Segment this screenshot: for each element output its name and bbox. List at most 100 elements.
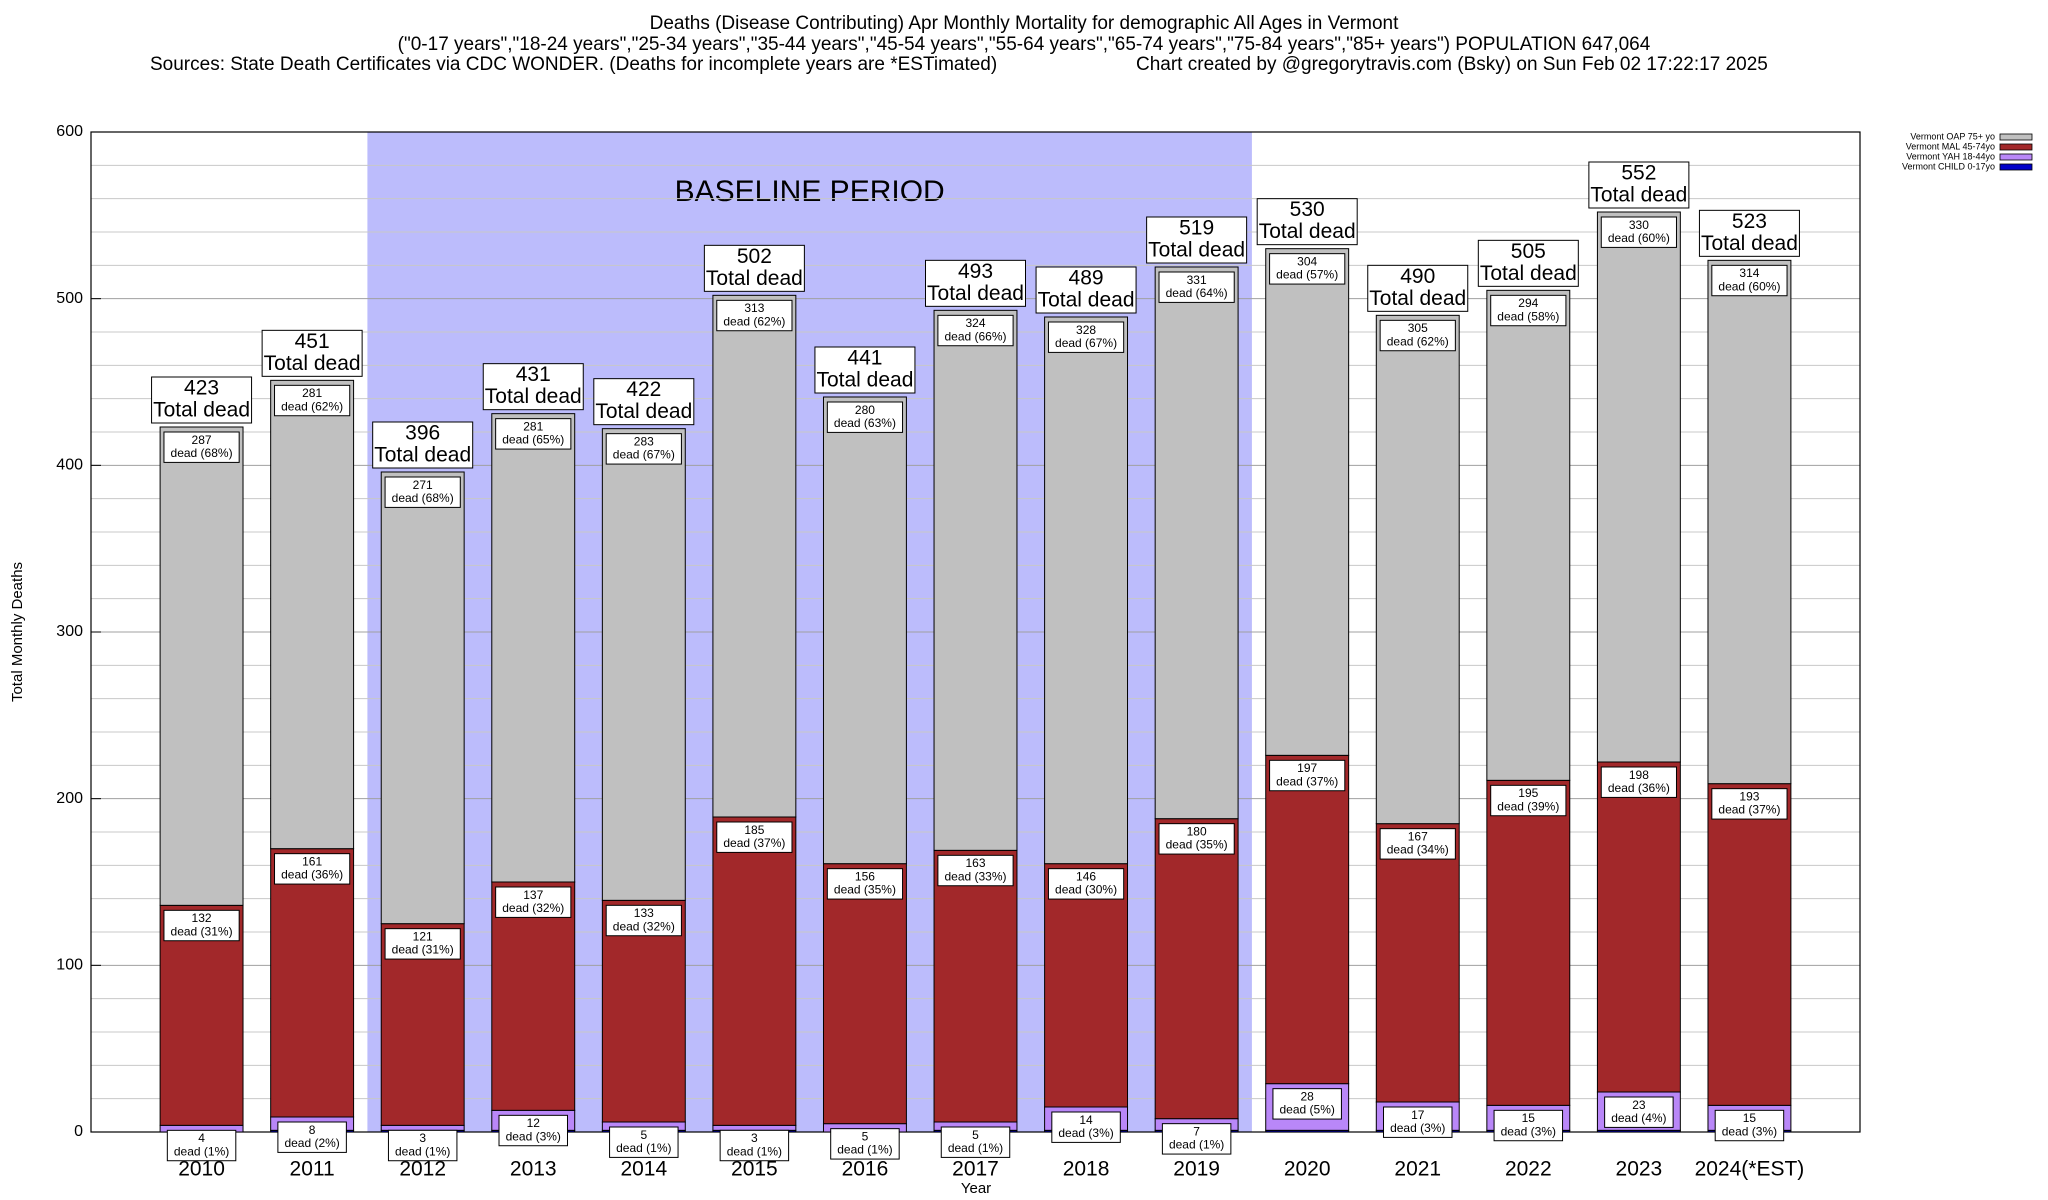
segment-label-text: dead (4%) bbox=[1611, 1111, 1666, 1125]
segment-label-text: 280 bbox=[855, 403, 875, 417]
segment-label-text: 3 bbox=[751, 1131, 758, 1145]
segment-label-text: 287 bbox=[192, 433, 212, 447]
segment-label-text: dead (68%) bbox=[392, 491, 454, 505]
segment-label-text: 330 bbox=[1629, 218, 1649, 232]
segment-label-text: 281 bbox=[302, 386, 322, 400]
segment-label-box bbox=[1490, 784, 1567, 817]
segment-label-text: 133 bbox=[634, 906, 654, 920]
total-value: 493 bbox=[958, 260, 993, 283]
segment-label-box bbox=[1269, 759, 1346, 792]
y-tick-label: 100 bbox=[56, 957, 83, 974]
total-text: Total dead bbox=[706, 267, 803, 290]
total-label-box bbox=[925, 259, 1026, 307]
bar-segment bbox=[491, 413, 576, 883]
segment-label-text: dead (1%) bbox=[948, 1141, 1003, 1155]
bar-segment bbox=[380, 1124, 465, 1131]
segment-label-box bbox=[1379, 828, 1456, 860]
total-label-box bbox=[703, 244, 805, 292]
total-text: Total dead bbox=[1590, 184, 1687, 207]
segment-label-text: 197 bbox=[1297, 761, 1317, 775]
segment-label-text: dead (35%) bbox=[1166, 838, 1228, 852]
total-value: 490 bbox=[1400, 265, 1435, 288]
total-value: 505 bbox=[1511, 240, 1546, 263]
bar-segment bbox=[822, 863, 907, 1125]
total-text: Total dead bbox=[1148, 239, 1245, 262]
total-label-box bbox=[1588, 161, 1690, 209]
segment-label-text: dead (31%) bbox=[392, 943, 454, 957]
total-value: 552 bbox=[1621, 162, 1656, 185]
segment-label-text: dead (36%) bbox=[1608, 781, 1670, 795]
x-tick-label: 2015 bbox=[731, 1158, 778, 1181]
total-value: 523 bbox=[1732, 210, 1767, 233]
bar-segment bbox=[822, 396, 907, 865]
segment-label-text: 4 bbox=[198, 1131, 205, 1145]
legend-label: Vermont OAP 75+ yo bbox=[1910, 131, 1995, 141]
y-tick-label: 0 bbox=[74, 1123, 83, 1140]
x-tick-label: 2021 bbox=[1394, 1158, 1441, 1181]
segment-label-box bbox=[605, 433, 682, 465]
segment-label-text: 198 bbox=[1629, 768, 1649, 782]
sources: Sources: State Death Certificates via CD… bbox=[150, 54, 997, 75]
segment-label-box bbox=[277, 1121, 347, 1153]
segment-label-text: 167 bbox=[1408, 829, 1428, 843]
segment-label-text: 314 bbox=[1739, 266, 1759, 280]
segment-label-text: 195 bbox=[1518, 786, 1538, 800]
segment-label-text: dead (62%) bbox=[723, 314, 785, 328]
total-label-box bbox=[1367, 264, 1469, 312]
segment-label-box bbox=[384, 476, 461, 508]
legend-swatch bbox=[1999, 143, 2033, 151]
total-label-box bbox=[1477, 239, 1579, 287]
x-tick-label: 2011 bbox=[290, 1158, 335, 1181]
segment-label-text: dead (65%) bbox=[502, 433, 564, 447]
total-text: Total dead bbox=[1038, 289, 1135, 312]
segment-label-box bbox=[495, 886, 572, 918]
segment-label-text: 294 bbox=[1518, 296, 1538, 310]
segment-label-text: 8 bbox=[309, 1123, 316, 1137]
total-value: 489 bbox=[1069, 267, 1104, 290]
total-label-box bbox=[814, 346, 916, 394]
segment-label-box bbox=[1600, 216, 1677, 248]
segment-label-text: dead (2%) bbox=[284, 1136, 339, 1150]
segment-label-text: 180 bbox=[1187, 824, 1207, 838]
bar-segment bbox=[1154, 266, 1239, 820]
segment-label-text: dead (30%) bbox=[1055, 883, 1117, 897]
segment-label-text: dead (62%) bbox=[281, 399, 343, 413]
x-tick-label: 2016 bbox=[842, 1158, 889, 1181]
segment-label-text: dead (62%) bbox=[1387, 334, 1449, 348]
total-label-box bbox=[593, 378, 695, 426]
bar-segment bbox=[1044, 316, 1129, 865]
segment-label-box bbox=[719, 1129, 790, 1162]
bar-segment bbox=[1486, 779, 1571, 1106]
bar-segment bbox=[601, 899, 686, 1123]
segment-label-box bbox=[1493, 1109, 1564, 1142]
segment-label-text: dead (32%) bbox=[502, 901, 564, 915]
segment-label-text: dead (31%) bbox=[171, 924, 233, 938]
segment-label-text: 132 bbox=[192, 911, 212, 925]
segment-label-box bbox=[826, 401, 904, 433]
y-tick-label: 200 bbox=[56, 790, 83, 807]
segment-label-box bbox=[387, 1129, 458, 1162]
segment-label-box bbox=[163, 431, 240, 463]
total-label-box bbox=[261, 329, 363, 377]
segment-label-text: 121 bbox=[413, 929, 433, 943]
